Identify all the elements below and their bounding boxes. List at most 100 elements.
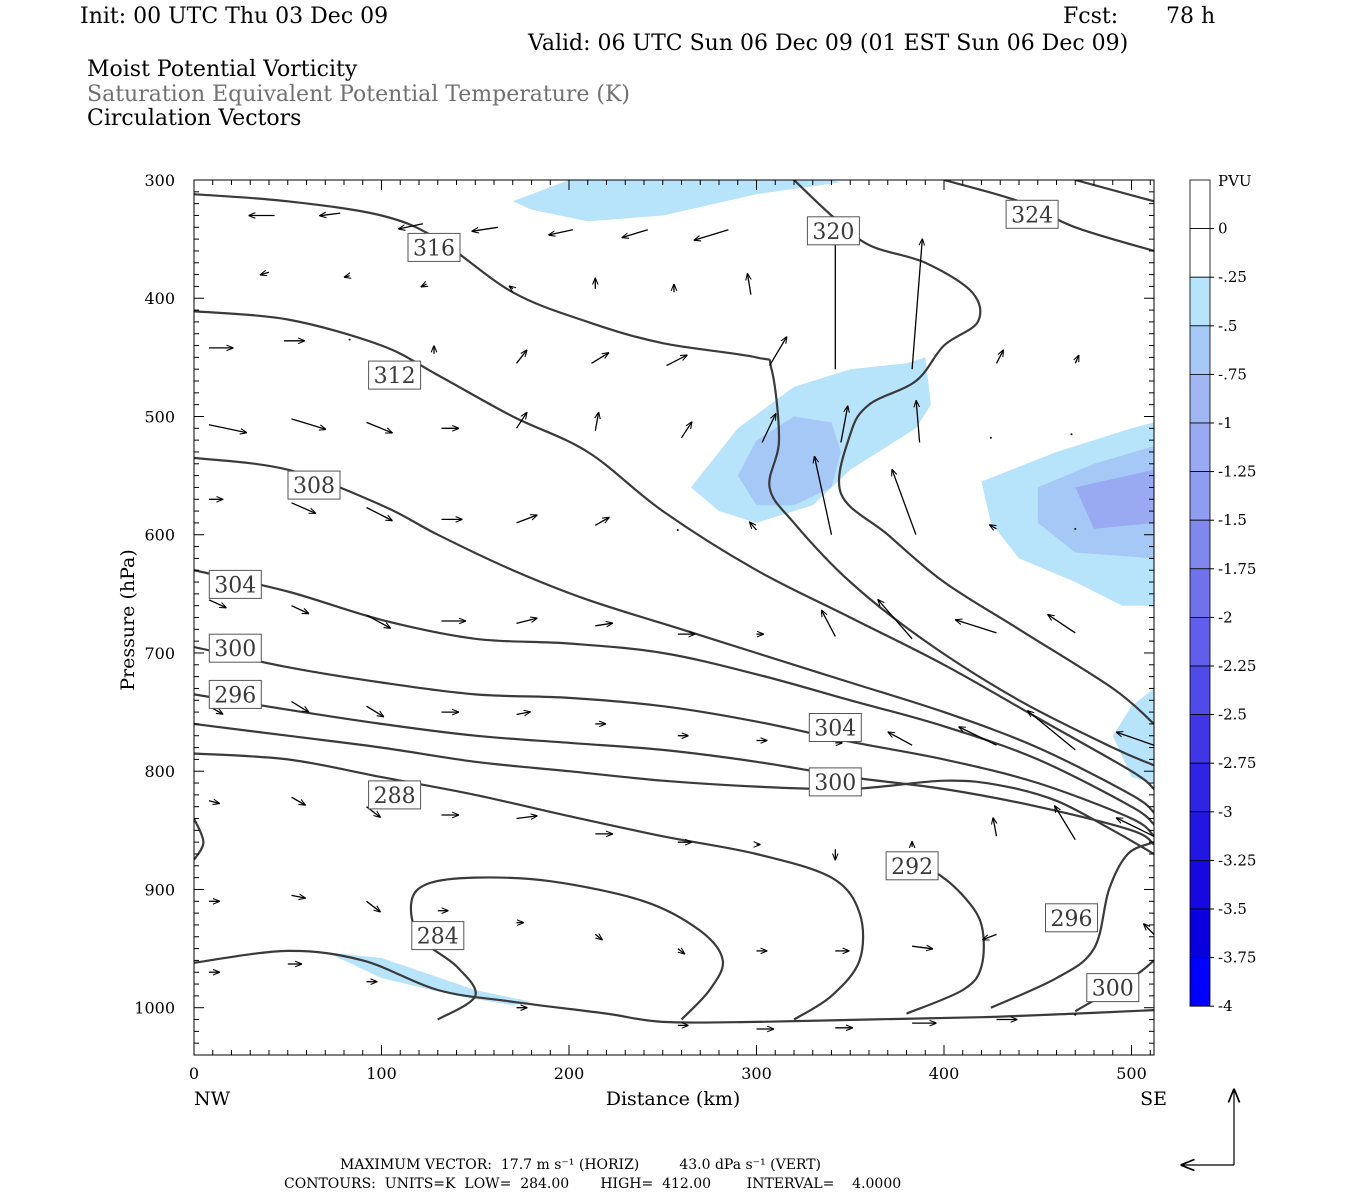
colorbar-label: -3.25	[1218, 851, 1256, 869]
contour-line	[793, 180, 1154, 725]
vector-arrow	[888, 732, 913, 746]
vector-arrow	[291, 796, 306, 805]
vector-arrow	[291, 605, 309, 614]
contour-labels: 316 320 324 312 308 304 300 296 304 300 288 292 296 2…	[208, 199, 1140, 1003]
vector-arrow	[750, 522, 757, 531]
contour-line	[194, 752, 865, 1021]
contour-label-box	[411, 921, 465, 951]
forecast-label: Fcst:	[1063, 4, 1119, 29]
contour-label-text: 284	[417, 925, 459, 950]
colorbar-swatch	[1189, 373, 1211, 424]
colorbar-label: -1.75	[1218, 560, 1256, 578]
theta-es-contours	[194, 180, 1154, 1024]
contour-label: 320	[806, 216, 860, 246]
contour-label: 300	[208, 633, 262, 663]
contour-label: 316	[407, 232, 461, 262]
vector-arrow	[993, 818, 996, 837]
vector-arrow	[516, 712, 531, 715]
init-time: Init: 00 UTC Thu 03 Dec 09	[80, 4, 389, 29]
contour-label-text: 300	[1092, 977, 1134, 1002]
y-axis-label: Pressure (hPa)	[117, 549, 139, 691]
vector-arrow	[348, 338, 351, 341]
contour-label: 304	[208, 569, 262, 599]
vector-arrow	[366, 705, 384, 716]
colorbar-label: -2.25	[1218, 657, 1256, 675]
vector-arrow	[1074, 527, 1077, 530]
colorbar-label: -4	[1218, 997, 1233, 1015]
x-tick-label: 100	[366, 1064, 397, 1083]
vector-arrow	[995, 350, 1004, 364]
vector-arrow	[680, 422, 692, 439]
contour-label-text: 296	[1051, 907, 1093, 932]
vector-arrow	[261, 272, 270, 275]
vector-arrow	[916, 401, 921, 443]
colorbar-swatch	[1189, 860, 1211, 910]
valid-time: Valid: 06 UTC Sun 06 Dec 09 (01 EST Sun …	[528, 31, 1129, 56]
x-end-label-se: SE	[1140, 1088, 1167, 1110]
circulation-vectors	[208, 213, 1154, 1029]
contour-label-box	[808, 767, 862, 797]
colorbar-label: -1.25	[1218, 463, 1256, 481]
contour-line	[906, 858, 985, 1015]
vector-arrow	[1117, 732, 1154, 746]
vector-arrow	[208, 801, 219, 804]
contour-label-text: 300	[814, 771, 856, 796]
vector-arrow	[1048, 615, 1076, 634]
colorbar-label: 0	[1218, 220, 1228, 238]
y-tick-label: 800	[144, 762, 175, 781]
vector-arrow	[822, 610, 836, 637]
pv-colorbar: 0 -.25 -.5 -.75 -1 -1.25 -1.5 -1.75 -2 -2.25 -2.5 -…	[1189, 179, 1256, 1015]
vector-arrow	[912, 946, 932, 949]
contour-label-box	[368, 360, 422, 390]
colorbar-label: -2.75	[1218, 754, 1256, 772]
vector-arrow	[983, 933, 997, 939]
axes: 300 400 500 600 700 800 900 1000 0 100 200 300 400 50…	[134, 171, 1154, 1083]
vector-arrow	[549, 229, 573, 235]
x-end-label-nw: NW	[194, 1088, 231, 1110]
contour-label: 324	[1005, 199, 1059, 229]
colorbar-label: -1	[1218, 414, 1233, 432]
vector-arrow	[594, 934, 602, 939]
colorbar-swatch	[1189, 228, 1211, 278]
colorbar-label: -3.5	[1218, 900, 1247, 918]
colorbar-swatch	[1189, 519, 1211, 570]
vector-arrow	[516, 816, 537, 819]
contour-label-box	[208, 569, 262, 599]
vector-arrow	[291, 502, 316, 513]
contour-label-box	[808, 713, 862, 742]
vector-arrow	[1070, 433, 1073, 436]
y-tick-label: 600	[144, 526, 175, 545]
field-title-vectors: Circulation Vectors	[87, 106, 302, 131]
contour-label: 304	[808, 713, 862, 742]
pv-region-light	[512, 180, 841, 222]
colorbar-label: -2.5	[1218, 706, 1247, 724]
colorbar-swatch	[1189, 276, 1211, 327]
contour-label-text: 296	[214, 683, 256, 708]
contour-label: 284	[411, 921, 465, 951]
field-title-pv: Moist Potential Vorticity	[87, 57, 358, 82]
y-tick-label: 1000	[134, 999, 175, 1018]
colorbar-label: -.75	[1218, 365, 1247, 383]
footer-max-vector: MAXIMUM VECTOR: 17.7 m s⁻¹ (HORIZ) 43.0 …	[340, 1157, 822, 1173]
vector-arrow	[1074, 1013, 1077, 1016]
contour-line	[194, 456, 1154, 814]
colorbar-swatch	[1189, 957, 1211, 1007]
vector-arrow	[320, 213, 341, 216]
vector-arrow	[840, 406, 848, 443]
colorbar-swatch	[1189, 714, 1211, 764]
vector-arrow	[622, 229, 648, 238]
contour-line	[409, 876, 725, 1021]
colorbar-units: PVU	[1218, 172, 1252, 190]
colorbar-label: -3	[1218, 803, 1233, 821]
vector-arrow	[666, 355, 687, 367]
contour-line	[194, 818, 205, 861]
contour-label-text: 312	[374, 364, 416, 389]
vector-arrow	[366, 614, 391, 628]
vector-arrow	[208, 599, 226, 608]
colorbar-swatch	[1189, 908, 1211, 958]
colorbar-label: -.25	[1218, 268, 1247, 286]
contour-label: 292	[885, 851, 939, 881]
vector-arrow	[748, 274, 751, 295]
colorbar-swatch	[1189, 617, 1211, 667]
